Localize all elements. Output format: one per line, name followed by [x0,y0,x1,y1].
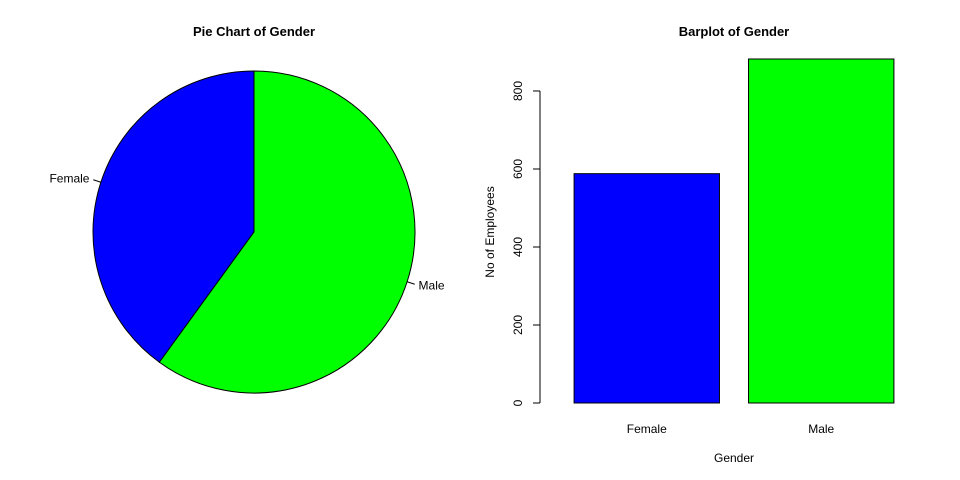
pie-panel: Pie Chart of Gender Female Male [49,24,445,394]
bar-chart-title: Barplot of Gender [679,24,790,39]
pie-chart-title: Pie Chart of Gender [193,24,315,39]
bar-female [573,173,720,404]
pie-label-tick-female [93,179,102,183]
y-tick-label-0: 0 [511,399,525,406]
pie-labels: Female Male [49,172,444,293]
y-tick-label-600: 600 [511,159,525,179]
pie-slices [92,70,416,394]
pie-slice-female [92,70,255,363]
bars [573,58,895,404]
y-tick-label-400: 400 [511,237,525,257]
bar-male [748,58,895,404]
x-tick-label-male: Male [808,422,834,436]
bar-panel: Barplot of Gender 0 200 400 600 800 Female Ma… [483,24,895,465]
x-category-labels: Female Male [627,422,835,436]
x-axis-label: Gender [714,451,754,465]
y-axis: 0 200 400 600 800 [511,81,541,406]
x-tick-label-female: Female [627,422,667,436]
y-tick-label-200: 200 [511,315,525,335]
pie-label-tick-male [406,281,415,285]
pie-label-female: Female [49,172,89,186]
pie-label-male: Male [419,278,445,292]
y-axis-label: No of Employees [483,186,497,277]
y-tick-label-800: 800 [511,81,525,101]
